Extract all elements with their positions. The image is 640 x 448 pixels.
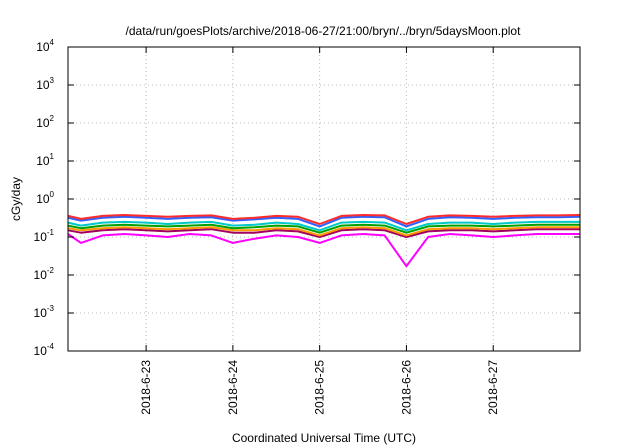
y-tick-label: 10-2	[34, 266, 55, 282]
y-tick-exponent: -1	[47, 228, 55, 237]
y-tick-label: 104	[36, 38, 54, 54]
ticks: 10-410-310-210-11001011021031042018-6-23…	[34, 38, 580, 415]
series-group	[67, 214, 581, 268]
chart-title: /data/run/goesPlots/archive/2018-06-27/2…	[126, 24, 522, 38]
y-tick-base: 10	[36, 40, 50, 54]
series-line-3	[67, 220, 580, 232]
y-tick-base: 10	[36, 116, 50, 130]
y-tick-label: 101	[36, 152, 54, 168]
series-line-2	[67, 215, 581, 228]
y-tick-exponent: -2	[47, 266, 55, 275]
x-tick-label: 2018-6-25	[313, 360, 327, 415]
series-line-4	[67, 223, 580, 234]
y-tick-exponent: -4	[47, 342, 55, 351]
y-tick-label: 10-4	[34, 342, 55, 358]
x-axis-label: Coordinated Universal Time (UTC)	[232, 431, 416, 445]
y-tick-label: 10-1	[34, 228, 55, 244]
series-line-1	[67, 214, 581, 225]
y-tick-label: 10-3	[34, 304, 55, 320]
series-line-5	[67, 226, 580, 237]
y-tick-base: 10	[36, 154, 50, 168]
y-axis-label: cGy/day	[9, 177, 23, 221]
y-tick-exponent: 3	[50, 76, 55, 85]
y-tick-base: 10	[36, 78, 50, 92]
y-tick-base: 10	[36, 192, 50, 206]
y-tick-base: 10	[34, 344, 48, 358]
y-tick-base: 10	[34, 306, 48, 320]
grid	[68, 47, 580, 351]
y-tick-exponent: -3	[47, 304, 55, 313]
y-tick-label: 102	[36, 114, 54, 130]
y-tick-label: 100	[36, 190, 54, 206]
x-tick-label: 2018-6-23	[139, 360, 153, 415]
x-tick-label: 2018-6-27	[486, 360, 500, 415]
y-tick-base: 10	[34, 230, 48, 244]
y-tick-exponent: 1	[50, 152, 55, 161]
x-tick-label: 2018-6-26	[399, 360, 413, 415]
y-tick-label: 103	[36, 76, 54, 92]
y-tick-exponent: 4	[50, 38, 55, 47]
series-line-7	[67, 233, 580, 268]
series-line-6	[67, 228, 580, 238]
y-tick-base: 10	[34, 268, 48, 282]
y-tick-exponent: 2	[50, 114, 55, 123]
y-tick-exponent: 0	[50, 190, 55, 199]
x-tick-label: 2018-6-24	[226, 360, 240, 415]
